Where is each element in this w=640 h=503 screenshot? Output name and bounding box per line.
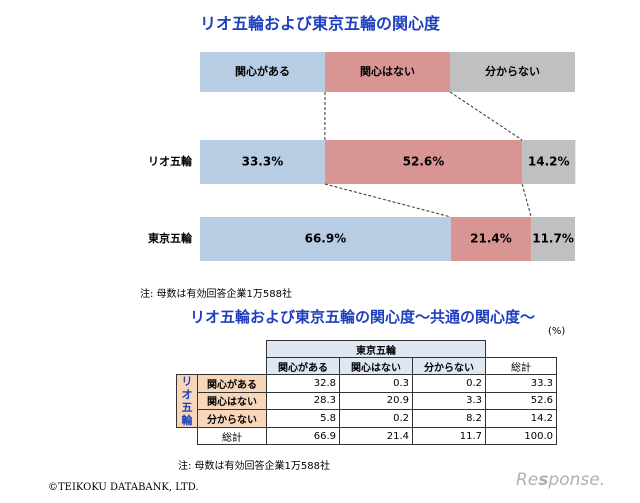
data-label: 52.6% [403, 155, 445, 169]
data-label: 21.4% [470, 232, 512, 246]
legend-label: 関心はない [360, 65, 415, 78]
category-label: リオ五輪 [148, 154, 193, 168]
table-cell: 8.2 [412, 409, 486, 428]
cross-table: 東京五輪 関心がある 関心はない 分からない 総計 リオ五輪 関心がある 32.… [176, 340, 557, 445]
table-unit: (%) [548, 326, 566, 337]
table-cell: 21.4 [339, 427, 413, 445]
table-cell: 52.6 [485, 391, 557, 411]
bar-segment [531, 217, 575, 261]
col-header: 関心はない [339, 357, 413, 375]
row-header: 関心はない [197, 391, 267, 411]
row-header: 関心がある [197, 374, 267, 393]
table-cell: 33.3 [485, 374, 557, 393]
col-header-total: 総計 [485, 357, 557, 375]
data-label: 11.7% [532, 232, 574, 246]
table-note: 注: 母数は有効回答企業1万588社 [178, 461, 330, 472]
connector-line [324, 183, 452, 218]
data-label: 14.2% [528, 155, 570, 169]
table-cell: 20.9 [339, 391, 413, 411]
stacked-bar-chart: 関心がある 関心はない 分からない 33.3% 52.6% 14.2% リオ五輪 66.9% 2… [148, 52, 576, 261]
data-label: 33.3% [242, 155, 284, 169]
col-group-header: 東京五輪 [266, 340, 486, 358]
col-header: 関心がある [266, 357, 340, 375]
table-title: リオ五輪および東京五輪の関心度～共通の関心度～ [190, 308, 536, 326]
category-label: 東京五輪 [148, 231, 193, 245]
bar-segment [324, 140, 523, 184]
row-group-header: リオ五輪 [176, 374, 198, 428]
table-cell: 5.8 [266, 409, 340, 428]
row-header: 分からない [197, 409, 267, 428]
table-total-row: 総計 66.9 21.4 11.7 100.0 [177, 427, 557, 445]
chart-note: 注: 母数は有効回答企業1万588社 [140, 289, 292, 300]
legend-swatch [325, 52, 450, 92]
table-cell: 0.3 [339, 374, 413, 393]
table-header-row: 関心がある 関心はない 分からない 総計 [177, 357, 557, 375]
table-cell: 0.2 [412, 374, 486, 393]
col-header: 分からない [412, 357, 486, 375]
watermark-logo: Response. [516, 470, 606, 490]
copyright: ©TEIKOKU DATABANK, LTD. [48, 482, 199, 493]
legend-swatch [450, 52, 575, 92]
legend-label: 分からない [485, 64, 540, 78]
table-cell: 0.2 [339, 409, 413, 428]
table-cell: 28.3 [266, 391, 340, 411]
bar-segment [200, 140, 325, 184]
legend-label: 関心がある [235, 64, 290, 78]
table-row: リオ五輪 関心がある 32.8 0.3 0.2 33.3 [176, 374, 557, 428]
bar-segment [200, 217, 451, 261]
table-row: 分からない 5.8 0.2 8.2 14.2 [177, 409, 557, 428]
table-cell: 3.3 [412, 391, 486, 411]
table-cell: 14.2 [485, 409, 557, 428]
table-group-header-row: 東京五輪 [177, 340, 557, 358]
connector-line [449, 91, 523, 141]
connector-line [521, 183, 532, 218]
data-label: 66.9% [305, 232, 347, 246]
bar-segment [522, 140, 576, 184]
table-cell: 11.7 [412, 427, 486, 445]
table-cell: 100.0 [485, 427, 557, 445]
bar-segment [450, 217, 532, 261]
table-row: 関心はない 28.3 20.9 3.3 52.6 [177, 391, 557, 411]
row-header-total: 総計 [197, 427, 267, 445]
chart-title: リオ五輪および東京五輪の関心度 [199, 14, 440, 33]
table-cell: 32.8 [266, 374, 340, 393]
legend-swatch [200, 52, 325, 92]
table-cell: 66.9 [266, 427, 340, 445]
